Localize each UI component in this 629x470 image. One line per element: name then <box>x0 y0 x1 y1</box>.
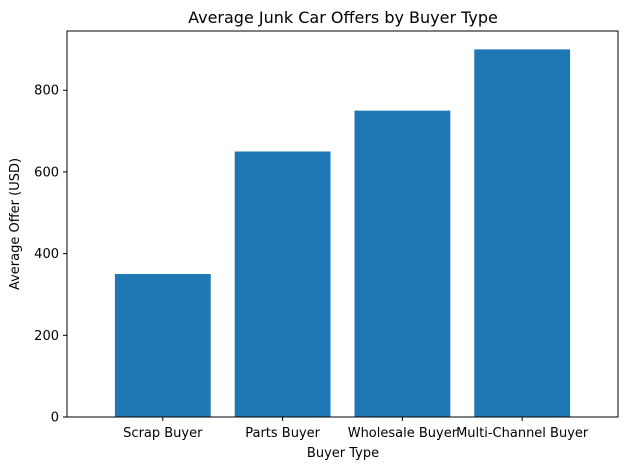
y-tick-label: 800 <box>34 84 59 99</box>
x-tick-label: Wholesale Buyer <box>348 426 458 441</box>
x-tick-label: Multi-Channel Buyer <box>456 426 589 441</box>
y-tick-label: 200 <box>34 329 59 344</box>
y-tick-label: 0 <box>51 411 59 426</box>
bar-multi-channel-buyer <box>474 49 571 417</box>
y-tick-label: 400 <box>34 247 59 262</box>
bars-layer <box>114 49 571 418</box>
y-axis: 0 200 400 600 800 <box>34 84 67 426</box>
plot-frame <box>66 30 619 418</box>
y-tick-label: 600 <box>34 165 59 180</box>
x-axis-label: Buyer Type <box>307 446 379 461</box>
bar-wholesale-buyer <box>354 110 451 418</box>
x-tick-label: Scrap Buyer <box>123 426 203 441</box>
chart-title: Average Junk Car Offers by Buyer Type <box>188 8 498 27</box>
x-axis: Scrap Buyer Parts Buyer Wholesale Buyer Mul… <box>123 417 589 441</box>
bar-parts-buyer <box>234 151 331 417</box>
x-tick-label: Parts Buyer <box>245 426 320 441</box>
y-axis-label: Average Offer (USD) <box>8 158 23 290</box>
bar-scrap-buyer <box>114 274 211 417</box>
